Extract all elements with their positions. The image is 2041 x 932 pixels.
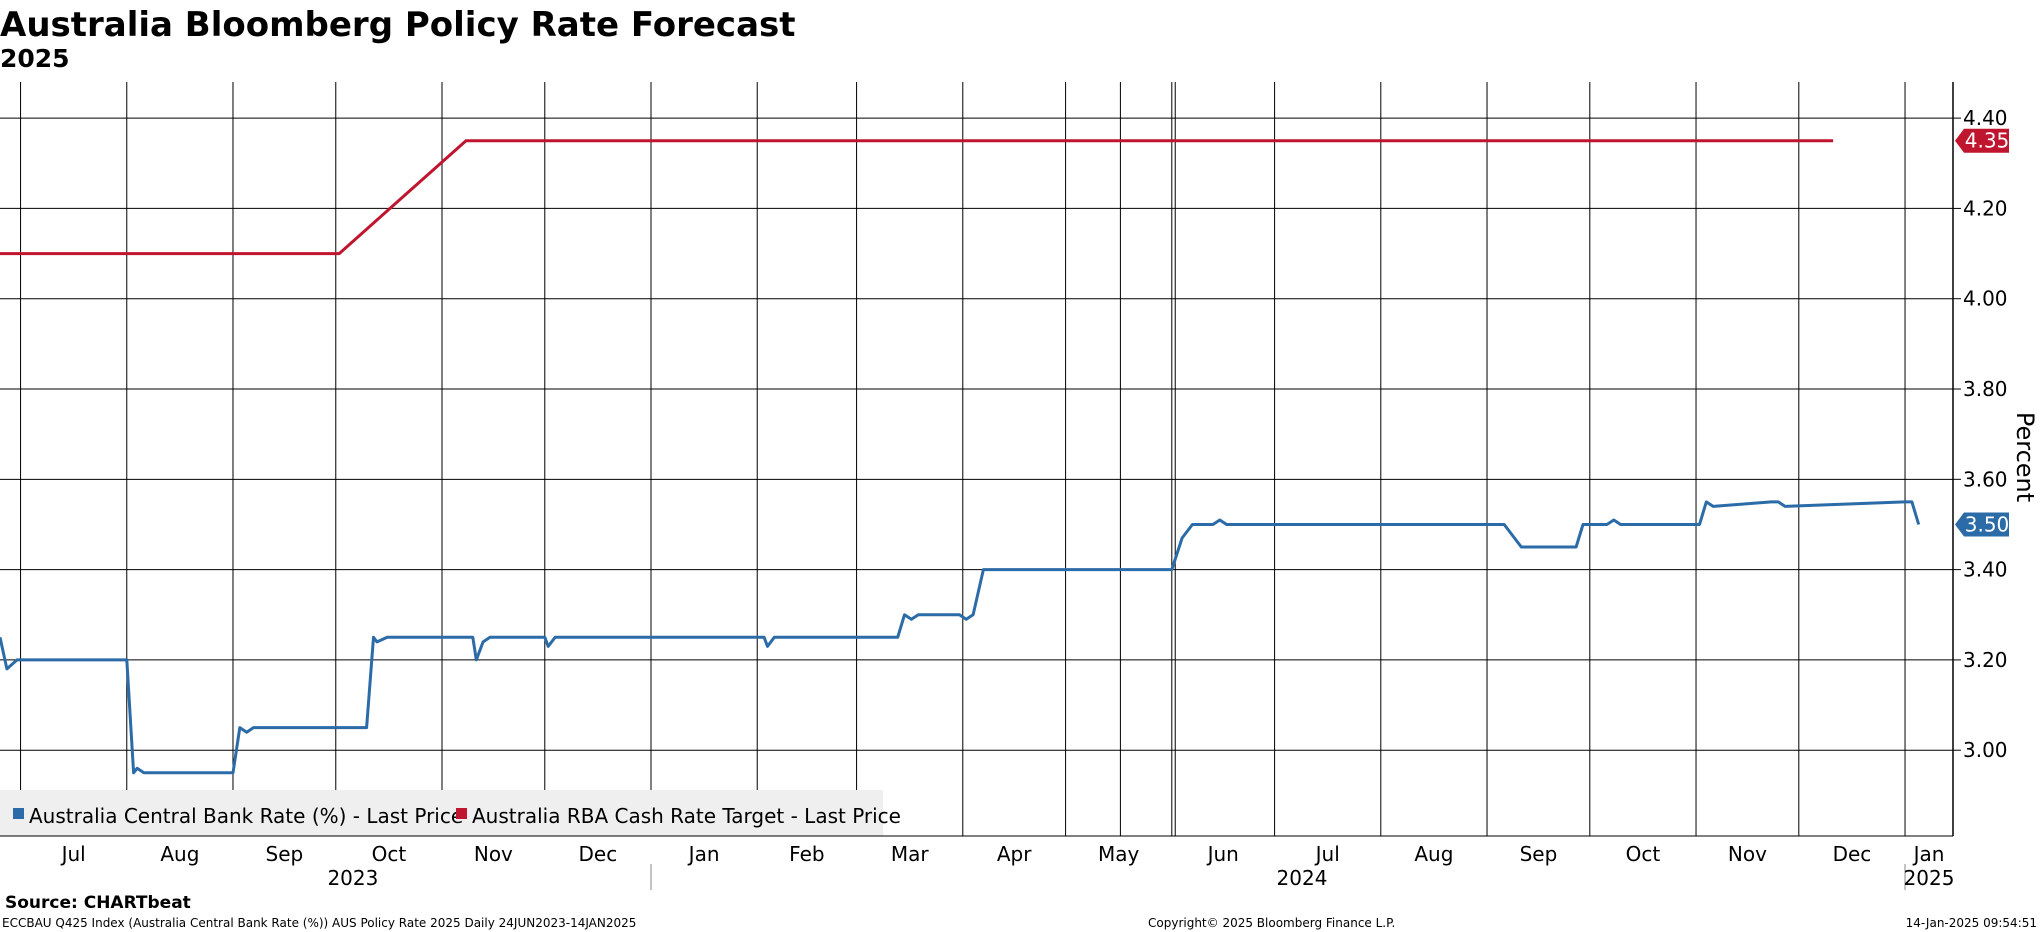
last-value-tag-shape [1955, 512, 2009, 537]
y-tick-label: 4.20 [1963, 196, 2008, 220]
y-tick-label: 3.00 [1963, 738, 2008, 762]
x-tick-label: Aug [1414, 842, 1453, 866]
y-tick-label: 4.00 [1963, 287, 2008, 311]
timestamp-note: 14-Jan-2025 09:54:51 [1906, 916, 2037, 930]
year-label: 2023 [327, 866, 378, 890]
last-value-tag-shape [1955, 128, 2009, 153]
axes: 4.40 4.20 4.00 3.80 3.60 3.40 3.20 3.00 Jul Aug Se… [0, 82, 2039, 890]
x-tick-label: Oct [372, 842, 407, 866]
year-label: 2024 [1277, 866, 1328, 890]
last-value-tag-label: 3.50 [1965, 512, 2010, 536]
legend-label-central-bank-rate: Australia Central Bank Rate (%) - Last P… [29, 804, 463, 828]
y-tick-label: 3.60 [1963, 467, 2008, 491]
x-tick-label: Nov [474, 842, 513, 866]
x-tick-label: Jun [1206, 842, 1239, 866]
y-tick-label: 3.80 [1963, 377, 2008, 401]
legend: Australia Central Bank Rate (%) - Last P… [0, 790, 901, 836]
last-value-tag-cash-rate-target: 4.35 [1955, 128, 2010, 153]
legend-label-cash-rate-target: Australia RBA Cash Rate Target - Last Pr… [472, 804, 901, 828]
description-note: ECCBAU Q425 Index (Australia Central Ban… [2, 916, 636, 930]
x-tick-label: Dec [579, 842, 618, 866]
legend-swatch-central-bank-rate [13, 808, 24, 819]
x-tick-label: Jan [1912, 842, 1945, 866]
last-value-tag-label: 4.35 [1965, 129, 2010, 153]
x-tick-label: Dec [1833, 842, 1872, 866]
series: 3.50 4.35 [0, 128, 2010, 775]
x-tick-label: Jul [60, 842, 86, 866]
chart-subtitle: 2025 [0, 44, 70, 73]
copyright-note: Copyright© 2025 Bloomberg Finance L.P. [1148, 916, 1395, 930]
x-tick-label: Sep [266, 842, 304, 866]
series-line-cash-rate-target [0, 139, 1834, 256]
year-label: 2025 [1904, 866, 1955, 890]
gridlines [0, 82, 1953, 836]
legend-background [0, 790, 883, 836]
last-value-tag-central-bank-rate: 3.50 [1955, 512, 2010, 537]
x-tick-label: Nov [1728, 842, 1767, 866]
chart-title: Australia Bloomberg Policy Rate Forecast [0, 5, 796, 45]
x-tick-label: Jul [1314, 842, 1340, 866]
x-tick-label: Mar [891, 842, 930, 866]
x-tick-label: May [1098, 842, 1140, 866]
x-tick-label: Sep [1520, 842, 1558, 866]
x-tick-label: Apr [997, 842, 1032, 866]
y-axis-title: Percent [2011, 412, 2039, 502]
x-tick-label: Oct [1626, 842, 1661, 866]
y-tick-label: 3.20 [1963, 648, 2008, 672]
x-tick-label: Aug [160, 842, 199, 866]
source-note: Source: CHARTbeat [5, 893, 191, 913]
series-line-central-bank-rate [0, 500, 1921, 775]
y-tick-label: 3.40 [1963, 558, 2008, 582]
x-tick-label: Feb [789, 842, 824, 866]
x-tick-label: Jan [687, 842, 720, 866]
legend-swatch-cash-rate-target [456, 808, 467, 819]
y-tick-label: 4.40 [1963, 106, 2008, 130]
